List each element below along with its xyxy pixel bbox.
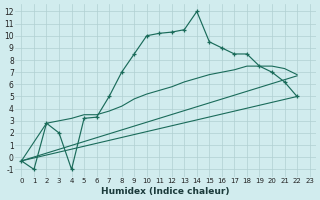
X-axis label: Humidex (Indice chaleur): Humidex (Indice chaleur) bbox=[101, 187, 230, 196]
